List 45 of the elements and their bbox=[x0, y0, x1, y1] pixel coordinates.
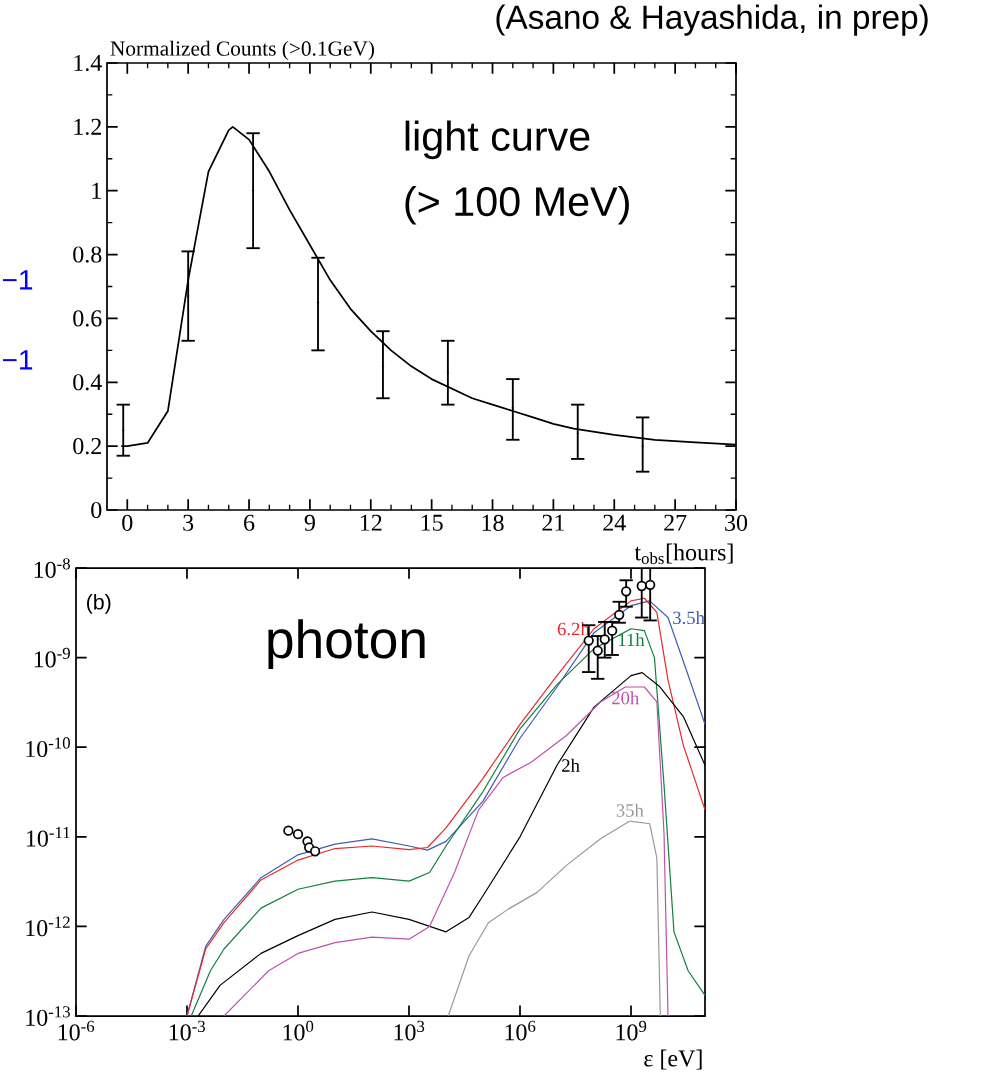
x-tick-label: 10$^{0}$ bbox=[283, 1020, 314, 1041]
text: (Asano & Hayashida, in prep) bbox=[496, 4, 928, 36]
annotation: light curve bbox=[405, 120, 590, 160]
y-tick-label: 10$^{-12}$ bbox=[26, 916, 70, 937]
x-tick-label: 10$^{6}$ bbox=[505, 1020, 536, 1041]
x-tick-label: 12 bbox=[360, 514, 382, 531]
x-tick-label: 30 bbox=[725, 514, 748, 531]
y-tick-label: 1.4 bbox=[74, 54, 102, 72]
text: −1 bbox=[2, 270, 33, 290]
x-tick-label: 10$^{-3}$ bbox=[169, 1020, 205, 1041]
x-tick-label: 24 bbox=[603, 514, 626, 531]
annotation: (b) bbox=[87, 593, 111, 614]
x-tick-label: 18 bbox=[482, 514, 504, 531]
x-axis-title: t$_{obs}$[hours] bbox=[634, 543, 733, 565]
y-tick-label: 1 bbox=[92, 182, 101, 199]
y-tick-label: 10$^{-11}$ bbox=[26, 826, 70, 847]
y-tick-label: 0.4 bbox=[73, 374, 102, 391]
y-axis-title: Normalized Counts (>0.1GeV) bbox=[110, 40, 375, 61]
x-tick-label: 10$^{3}$ bbox=[394, 1020, 425, 1041]
x-tick-label: 10$^{9}$ bbox=[616, 1020, 647, 1041]
y-tick-label: 0.6 bbox=[73, 310, 102, 327]
series-label: 2h bbox=[562, 758, 580, 772]
y-tick-label: 0 bbox=[91, 501, 102, 519]
annotation: (> 100 MeV) bbox=[405, 185, 629, 225]
x-tick-label: 0 bbox=[122, 514, 133, 531]
x-tick-label: 9 bbox=[304, 514, 315, 531]
series-label: 11h bbox=[618, 633, 645, 646]
series-label: 6.2h bbox=[557, 622, 590, 636]
x-tick-label: 10$^{-6}$ bbox=[58, 1020, 95, 1041]
y-tick-label: 10$^{-9}$ bbox=[34, 647, 70, 668]
y-tick-label: 0.2 bbox=[73, 438, 101, 455]
y-tick-label: 10$^{-8}$ bbox=[34, 558, 70, 578]
series-label: 20h bbox=[612, 691, 640, 705]
x-axis-title: ε [eV] bbox=[644, 1049, 702, 1070]
x-tick-label: 21 bbox=[542, 514, 564, 531]
x-tick-label: 3 bbox=[183, 514, 194, 531]
annotation: photon bbox=[268, 619, 425, 670]
y-tick-label: 10$^{-10}$ bbox=[26, 737, 70, 758]
y-tick-label: 1.2 bbox=[74, 118, 101, 135]
text: −1 bbox=[2, 350, 33, 370]
x-tick-label: 6 bbox=[244, 514, 255, 531]
y-tick-label: 0.8 bbox=[73, 246, 102, 263]
x-tick-label: 27 bbox=[664, 514, 687, 531]
x-tick-label: 15 bbox=[421, 514, 443, 531]
series-label: 35h bbox=[616, 803, 644, 817]
